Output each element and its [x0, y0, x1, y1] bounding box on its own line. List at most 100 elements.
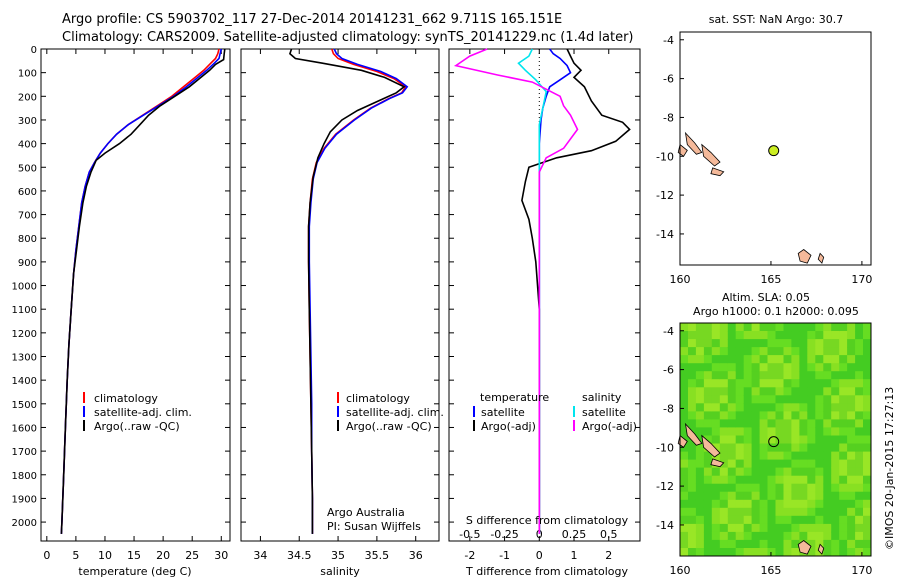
sla-cell: [751, 515, 761, 525]
sla-cell: [743, 355, 753, 364]
sla-cell: [711, 395, 721, 404]
series-line-satellite: [538, 48, 572, 534]
sla-cell: [735, 483, 745, 493]
sla-cell: [743, 483, 753, 493]
sla-cell: [688, 475, 697, 485]
sla-cell: [783, 419, 792, 428]
y-tick-label: 1200: [12, 329, 37, 340]
sla-cell: [807, 371, 816, 380]
sla-cell: [783, 483, 792, 493]
sla-cell: [759, 459, 769, 469]
sla-cell: [703, 411, 713, 420]
sla-cell: [799, 323, 808, 332]
sla-cell: [791, 355, 800, 364]
sla-cell: [688, 548, 697, 557]
island: [684, 422, 703, 446]
sla-cell: [831, 523, 840, 533]
sla-cell: [775, 331, 784, 340]
sla-cell: [735, 467, 745, 477]
sla-cell: [680, 363, 689, 372]
sla-cell: [711, 371, 721, 380]
sla-cell: [727, 371, 737, 380]
sla-cell: [688, 499, 697, 509]
sla-cell: [855, 523, 864, 533]
sla-cell: [847, 395, 856, 404]
sla-cell: [855, 483, 864, 493]
island: [817, 543, 825, 555]
sla-cell: [727, 363, 737, 372]
sla-cell: [791, 531, 800, 541]
sla-cell: [855, 395, 864, 404]
x-tick-label: 170: [851, 564, 872, 577]
sla-cell: [775, 539, 784, 549]
sla-cell: [807, 435, 816, 444]
sla-cell: [847, 531, 856, 541]
sla-cell: [759, 411, 769, 420]
sla-cell: [807, 467, 816, 477]
sla-cell: [863, 548, 872, 557]
sla-cell: [847, 515, 856, 525]
sla-cell: [751, 467, 761, 477]
sla-cell: [727, 451, 737, 461]
sla-cell: [783, 443, 792, 452]
sla-cell: [863, 331, 872, 340]
sla-cell: [823, 395, 832, 404]
sla-cell: [711, 355, 721, 364]
sla-cell: [831, 339, 840, 348]
sla-cell: [823, 403, 832, 412]
sla-cell: [815, 347, 824, 356]
sla-cell: [688, 347, 697, 356]
sla-cell: [831, 459, 840, 469]
legend-label: Argo(-adj): [481, 420, 536, 433]
y-tick-label: 700: [18, 211, 37, 222]
sla-cell: [743, 347, 753, 356]
sla-cell: [680, 499, 689, 509]
sla-cell: [807, 475, 816, 485]
sla-cell: [863, 427, 872, 436]
sla-cell: [703, 467, 713, 477]
sla-cell: [688, 483, 697, 493]
sla-cell: [791, 507, 800, 517]
sla-cell: [807, 339, 816, 348]
x-tick-label-S: 0.5: [600, 528, 618, 541]
sla-cell: [719, 523, 729, 533]
sla-cell: [735, 475, 745, 485]
sla-cell: [703, 475, 713, 485]
sla-cell: [688, 371, 697, 380]
sla-cell: [823, 339, 832, 348]
sla-cell: [791, 387, 800, 396]
sla-cell: [775, 475, 784, 485]
sla-cell: [688, 507, 697, 517]
x-tick-label: 35: [331, 549, 345, 562]
salinity-plot: 34 34.5 35 35.5 36: [241, 48, 439, 562]
sla-cell: [863, 403, 872, 412]
x-tick-label: 20: [156, 549, 170, 562]
sla-cell: [767, 491, 776, 501]
sla-cell: [839, 548, 848, 557]
sla-cell: [688, 491, 697, 501]
sla-cell: [727, 403, 737, 412]
sla-cell: [807, 515, 816, 525]
series-line-satellite_s: [517, 48, 548, 534]
sla-cell: [735, 339, 745, 348]
sla-cell: [688, 451, 697, 461]
x-tick-label: 160: [670, 564, 691, 577]
sla-cell: [863, 435, 872, 444]
salinity-panel-frame: [240, 48, 440, 542]
sla-cell: [751, 443, 761, 452]
sla-cell: [743, 323, 753, 332]
sla-cell: [807, 395, 816, 404]
sla-cell: [783, 507, 792, 517]
sla-cell: [688, 363, 697, 372]
sla-cell: [775, 435, 784, 444]
sla-cell: [767, 411, 776, 420]
sla-cell: [839, 475, 848, 485]
sla-cell: [847, 507, 856, 517]
sla-cell: [823, 427, 832, 436]
y-tick-label: 0: [31, 45, 37, 56]
sla-cell: [783, 523, 792, 533]
float-position-marker: [768, 145, 780, 157]
sla-cell: [688, 323, 697, 332]
sla-cell: [680, 411, 689, 420]
sla-cell: [815, 443, 824, 452]
